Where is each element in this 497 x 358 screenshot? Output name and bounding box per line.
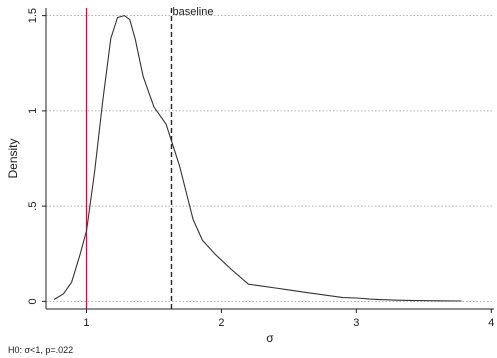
x-tick-label-2: 3	[353, 317, 359, 329]
reference-lines	[85, 8, 173, 309]
x-tick-label-0: 1	[83, 317, 89, 329]
density-curve-0	[53, 15, 462, 302]
y-tick-label-3: 1.5	[27, 8, 39, 23]
y-tick-label-0: 0	[27, 298, 39, 304]
x-axis-title: σ	[266, 331, 274, 345]
density-series	[53, 15, 462, 302]
y-axis-title: Density	[6, 138, 20, 178]
ticks: 0 .5 1 1.5 1 2 3 4	[27, 8, 494, 329]
y-tick-label-1: .5	[27, 202, 39, 211]
y-tick-label-2: 1	[27, 108, 39, 114]
x-tick-label-1: 2	[218, 317, 224, 329]
x-tick-label-3: 4	[488, 317, 494, 329]
hypothesis-note: H0: σ<1, p=.022	[8, 345, 73, 355]
axes	[45, 8, 494, 310]
baseline-label: baseline	[172, 6, 213, 18]
gridlines	[46, 15, 494, 302]
